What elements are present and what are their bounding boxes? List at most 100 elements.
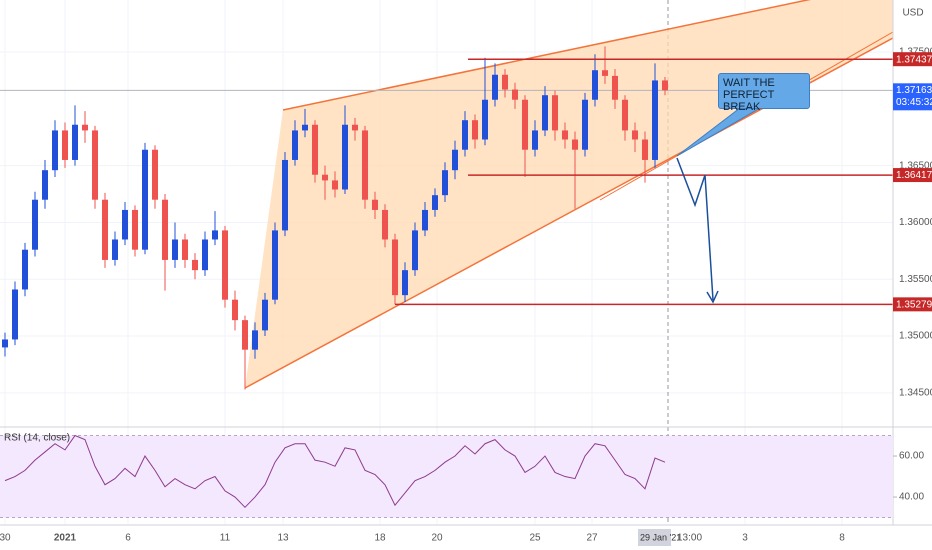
candle-body: [172, 239, 178, 260]
candle-body: [442, 170, 448, 196]
candle-body: [62, 130, 68, 160]
candle-body: [472, 120, 478, 140]
candle-body: [522, 99, 528, 150]
candle-body: [322, 174, 328, 181]
candle-body: [32, 199, 38, 250]
level-label: 1.36417: [896, 170, 932, 181]
rsi-line: [4, 434, 666, 509]
x-tick-label: 11: [220, 533, 231, 544]
candle-body: [112, 239, 118, 260]
candle-body: [422, 209, 428, 231]
candle-body: [42, 170, 48, 200]
candle-body: [612, 75, 618, 100]
y-tick-label: 1.37500: [899, 47, 932, 58]
candle-body: [242, 320, 248, 350]
rsi-title: RSI (14, close): [4, 433, 70, 444]
crosshair-date-box: [638, 529, 671, 546]
candle-body: [192, 259, 198, 271]
candle-body: [22, 249, 28, 290]
candle-body: [2, 339, 8, 348]
annotation-callout: WAIT THE PERFECT BREAK: [718, 73, 810, 113]
crosshair-time: 13:00: [677, 533, 702, 544]
candle-body: [252, 330, 258, 350]
candle-body: [462, 120, 468, 150]
candle-body: [402, 270, 408, 296]
y-tick-label: 1.34500: [899, 387, 932, 398]
candle-body: [132, 209, 138, 250]
candle-body: [552, 95, 558, 131]
candle-body: [592, 70, 598, 100]
level-label-box: [893, 52, 932, 67]
candle-body: [572, 139, 578, 150]
candle-body: [512, 89, 518, 100]
rsi-tick-label: 40.00: [899, 492, 924, 503]
candle-body: [212, 230, 218, 240]
x-tick-label: 3: [742, 533, 748, 544]
crosshair-date: 29 Jan '21: [640, 532, 681, 542]
countdown-label: 03:45:32: [896, 97, 932, 108]
candle-body: [542, 95, 548, 131]
candle-body: [162, 199, 168, 260]
candle-body: [372, 199, 378, 210]
candle-body: [622, 99, 628, 131]
projection-arrow: [676, 157, 714, 301]
rsi-tick-label: 60.00: [899, 451, 924, 462]
candle-body: [52, 130, 58, 171]
x-tick-label: 27: [586, 533, 598, 544]
x-tick-label: 25: [529, 533, 541, 544]
x-tick-label: 30: [0, 533, 11, 544]
candle-body: [652, 80, 658, 160]
candle-body: [392, 239, 398, 296]
candle-body: [292, 130, 298, 160]
candle-body: [502, 74, 508, 90]
candle-body: [432, 195, 438, 210]
y-tick-label: 1.35500: [899, 274, 932, 285]
axes: 1.37500 1.36500 1.36000 1.35500 1.35000 1.345…: [0, 8, 932, 546]
candle-body: [102, 199, 108, 260]
candle-body: [72, 124, 78, 160]
level-label-box: [893, 297, 932, 312]
candle-body: [272, 230, 278, 300]
currency-label: USD: [902, 8, 923, 19]
wedge-upper: [282, 0, 811, 111]
x-tick-label: 20: [431, 533, 443, 544]
arrow-head: [706, 290, 719, 304]
candle-body: [12, 289, 18, 340]
rsi-pane: RSI (14, close): [0, 433, 897, 519]
x-tick-label: 8: [839, 533, 845, 544]
candle-body: [232, 299, 238, 321]
candle-body: [662, 80, 668, 91]
candle-body: [202, 239, 208, 271]
candle-body: [602, 70, 608, 76]
candle-body: [302, 124, 308, 131]
x-tick-label: 18: [374, 533, 386, 544]
x-tick-label: 2021: [54, 533, 77, 544]
candle-body: [492, 74, 498, 100]
candle-body: [152, 149, 158, 200]
candle-body: [282, 159, 288, 231]
x-tick-label: 6: [125, 533, 131, 544]
candle-body: [382, 209, 388, 240]
candle-body: [92, 130, 98, 200]
candle-body: [332, 180, 338, 190]
x-tick-label: 13: [277, 533, 289, 544]
candle-body: [222, 230, 228, 300]
candle-body: [532, 130, 538, 150]
y-tick-label: 1.36500: [899, 160, 932, 171]
candle-body: [262, 299, 268, 331]
level-label: 1.37437: [896, 54, 932, 65]
candle-body: [182, 239, 188, 260]
y-tick-label: 1.36000: [899, 217, 932, 228]
candle-body: [562, 130, 568, 140]
last-price-box: [893, 83, 932, 111]
candle-body: [482, 99, 488, 140]
y-tick-label: 1.35000: [899, 331, 932, 342]
candle-body: [632, 130, 638, 140]
last-price-label: 1.37163: [896, 85, 932, 96]
candle-body: [352, 124, 358, 131]
candle-body: [362, 130, 368, 200]
candle-body: [312, 124, 318, 175]
candle-body: [142, 149, 148, 250]
rsi-band: [0, 435, 893, 518]
candle-body: [122, 209, 128, 240]
